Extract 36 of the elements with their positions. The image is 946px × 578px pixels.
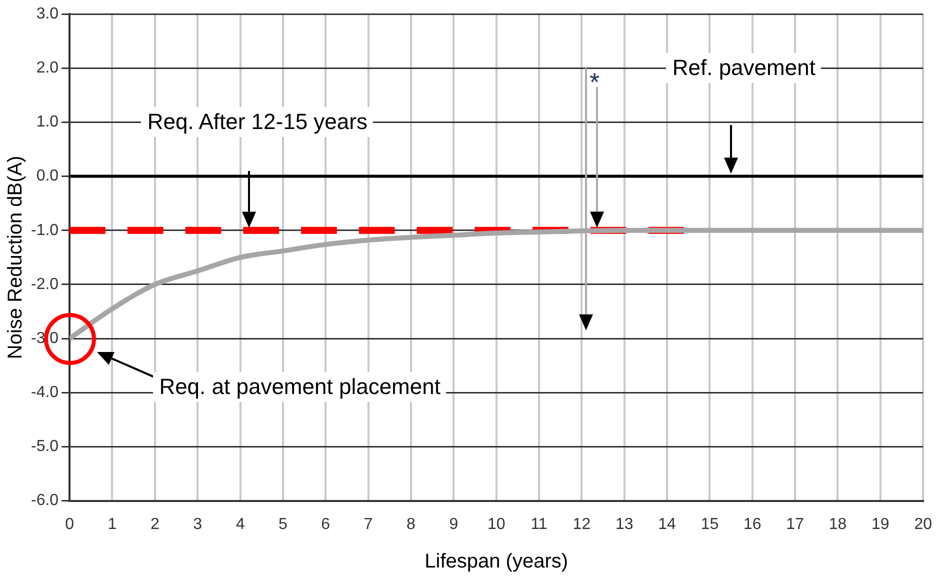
y-tick-label: -4.0 — [30, 384, 59, 402]
x-tick-label: 18 — [828, 516, 847, 533]
y-tick-label: 2.0 — [36, 59, 59, 76]
y-tick-label: 0.0 — [36, 168, 59, 185]
x-tick-label: 20 — [914, 516, 932, 533]
x-tick-label: 13 — [615, 516, 634, 533]
y-tick-label: -2.0 — [30, 276, 59, 293]
y-tick-label: -1.0 — [30, 222, 59, 239]
x-tick-label: 3 — [193, 516, 202, 533]
x-tick-label: 6 — [321, 516, 330, 533]
x-tick-label: 2 — [150, 516, 160, 533]
x-tick-label: 11 — [530, 516, 548, 533]
annotation: Req. After 12-15 years — [141, 107, 374, 138]
x-tick-label: 16 — [743, 516, 762, 533]
annotation: Req. at pavement placement — [153, 372, 446, 402]
x-tick-label: 10 — [487, 516, 506, 533]
y-tick-label: 3.0 — [36, 5, 59, 22]
x-tick-label: 9 — [449, 516, 458, 533]
x-tick-label: 15 — [700, 516, 719, 533]
x-tick-label: 1 — [108, 516, 117, 533]
y-tick-label: -6.0 — [30, 492, 59, 510]
x-tick-label: 17 — [786, 516, 804, 533]
annotation: Ref. pavement — [666, 53, 822, 84]
x-tick-label: 5 — [278, 516, 288, 533]
annotation: * — [589, 66, 600, 97]
x-axis-title: Lifespan (years) — [424, 550, 568, 573]
y-tick-label: 1.0 — [36, 114, 59, 131]
x-tick-label: 7 — [364, 516, 373, 533]
x-tick-label: 4 — [236, 516, 245, 533]
x-tick-label: 8 — [406, 516, 416, 533]
x-tick-label: 0 — [65, 516, 74, 533]
x-tick-label: 12 — [572, 516, 591, 533]
y-tick-label: -5.0 — [30, 438, 59, 456]
x-tick-label: 14 — [658, 516, 676, 533]
x-tick-label: 19 — [872, 516, 890, 533]
y-axis-title: Noise Reduction dB(A) — [4, 156, 27, 360]
